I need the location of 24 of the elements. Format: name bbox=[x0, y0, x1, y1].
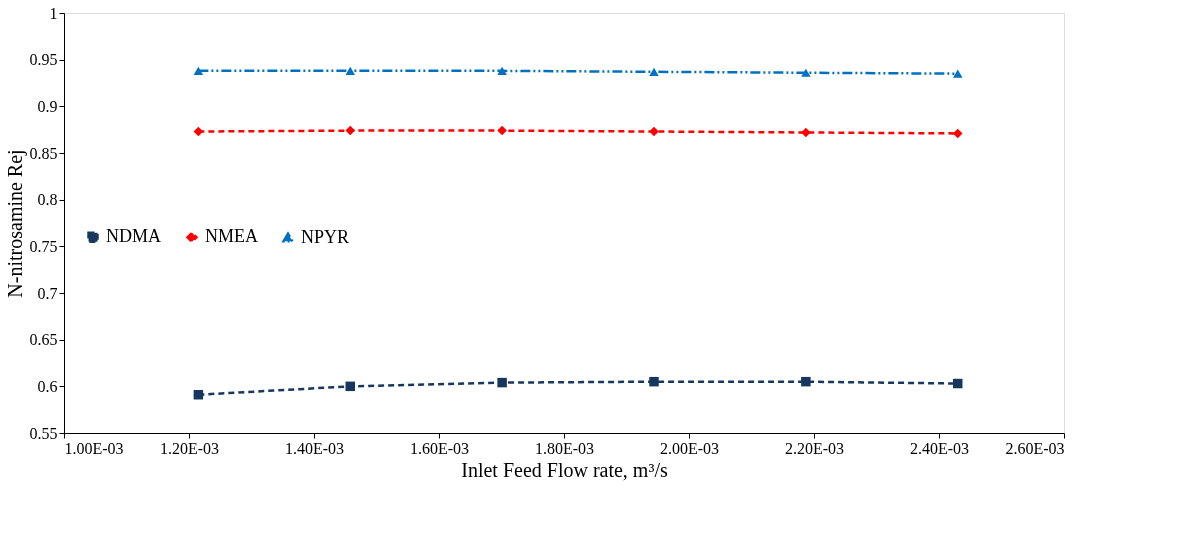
x-axis-title: Inlet Feed Flow rate, m³/s bbox=[461, 458, 668, 481]
x-tick-label: 1.20E-03 bbox=[159, 439, 220, 457]
x-tick-label: 1.40E-03 bbox=[284, 439, 345, 457]
y-axis-title: N-nitrosamine Rej bbox=[3, 149, 27, 298]
y-tick-label: 0.65 bbox=[29, 331, 58, 349]
y-tick-label: 1 bbox=[49, 4, 58, 22]
legend-label: NPYR bbox=[301, 226, 350, 247]
y-tick-label: 0.9 bbox=[37, 97, 58, 115]
y-tick-label: 0.8 bbox=[37, 191, 58, 209]
legend-label: NMEA bbox=[205, 226, 258, 247]
x-tick-label: 1.00E-03 bbox=[64, 439, 124, 457]
x-tick-label: 1.80E-03 bbox=[534, 439, 595, 457]
y-tick-label: 0.75 bbox=[29, 237, 58, 255]
legend-label: NDMA bbox=[106, 226, 162, 247]
x-tick-label: 2.40E-03 bbox=[909, 439, 970, 457]
y-tick-label: 0.95 bbox=[29, 51, 58, 69]
x-tick-label: 2.60E-03 bbox=[1005, 439, 1065, 457]
x-tick-label: 2.20E-03 bbox=[784, 439, 845, 457]
x-tick-label: 2.00E-03 bbox=[659, 439, 720, 457]
y-tick-label: 0.7 bbox=[37, 284, 58, 302]
y-tick-label: 0.85 bbox=[29, 144, 58, 162]
y-tick-label: 0.55 bbox=[29, 424, 58, 442]
x-tick-label: 1.60E-03 bbox=[409, 439, 470, 457]
y-tick-label: 0.6 bbox=[37, 377, 58, 395]
